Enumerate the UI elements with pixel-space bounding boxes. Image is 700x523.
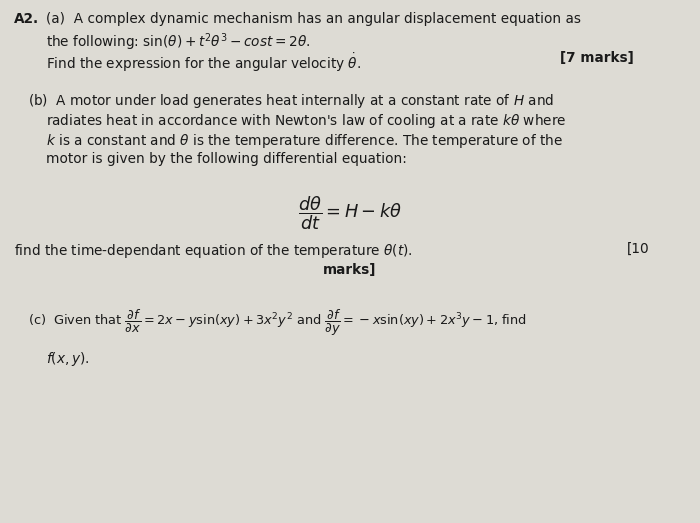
Text: $\dfrac{d\theta}{dt} = H - k\theta$: $\dfrac{d\theta}{dt} = H - k\theta$ (298, 195, 402, 232)
Text: the following: $\sin(\theta) + t^2\theta^3 - \mathit{cost} = 2\theta.$: the following: $\sin(\theta) + t^2\theta… (46, 31, 310, 53)
Text: $f(x, y)$.: $f(x, y)$. (46, 350, 89, 368)
Text: (c)  Given that $\dfrac{\partial f}{\partial x} = 2x - y\sin(xy) + 3x^2y^2$ and : (c) Given that $\dfrac{\partial f}{\part… (28, 308, 527, 337)
Text: (b)  A motor under load generates heat internally at a constant rate of $H$ and: (b) A motor under load generates heat in… (28, 92, 554, 110)
Text: marks]: marks] (323, 263, 377, 277)
Text: motor is given by the following differential equation:: motor is given by the following differen… (46, 152, 407, 166)
Text: [10: [10 (626, 242, 649, 256)
Text: Find the expression for the angular velocity $\dot{\theta}$.: Find the expression for the angular velo… (46, 51, 360, 74)
Text: find the time-dependant equation of the temperature $\theta(t)$.: find the time-dependant equation of the … (14, 242, 412, 259)
Text: $k$ is a constant and $\theta$ is the temperature difference. The temperature of: $k$ is a constant and $\theta$ is the te… (46, 132, 563, 150)
Text: A2.: A2. (14, 12, 39, 26)
Text: (a)  A complex dynamic mechanism has an angular displacement equation as: (a) A complex dynamic mechanism has an a… (46, 12, 580, 26)
Text: radiates heat in accordance with Newton's law of cooling at a rate $k\theta$ whe: radiates heat in accordance with Newton'… (46, 112, 566, 130)
Text: [7 marks]: [7 marks] (560, 51, 634, 65)
